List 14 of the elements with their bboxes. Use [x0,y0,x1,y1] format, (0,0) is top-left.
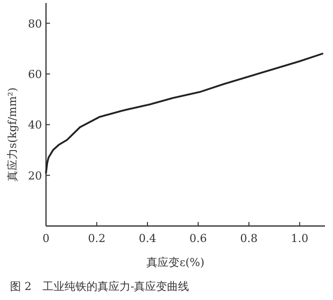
x-tick-label: 0.8 [240,232,258,245]
y-tick-label: 40 [28,118,42,132]
y-tick-label: 80 [28,17,42,30]
line-series [45,52,324,174]
x-axis-title: 真应变ε(%) [146,256,204,269]
x-tick-label: 0.4 [138,232,156,245]
x-tick-label: 0.2 [88,232,106,245]
text: 图 2 工业纯铁的真应力-真应变曲线 [10,280,190,293]
y-axis-title: 真应力s(kgf/mm²) [6,88,19,182]
y-tick-label: 20 [28,169,42,182]
y-tick-label: 60 [28,68,42,81]
x-tick-label: 0 [42,232,50,245]
x-tick-label: 1.0 [290,232,308,245]
x-tick-label: 0.6 [189,232,207,245]
